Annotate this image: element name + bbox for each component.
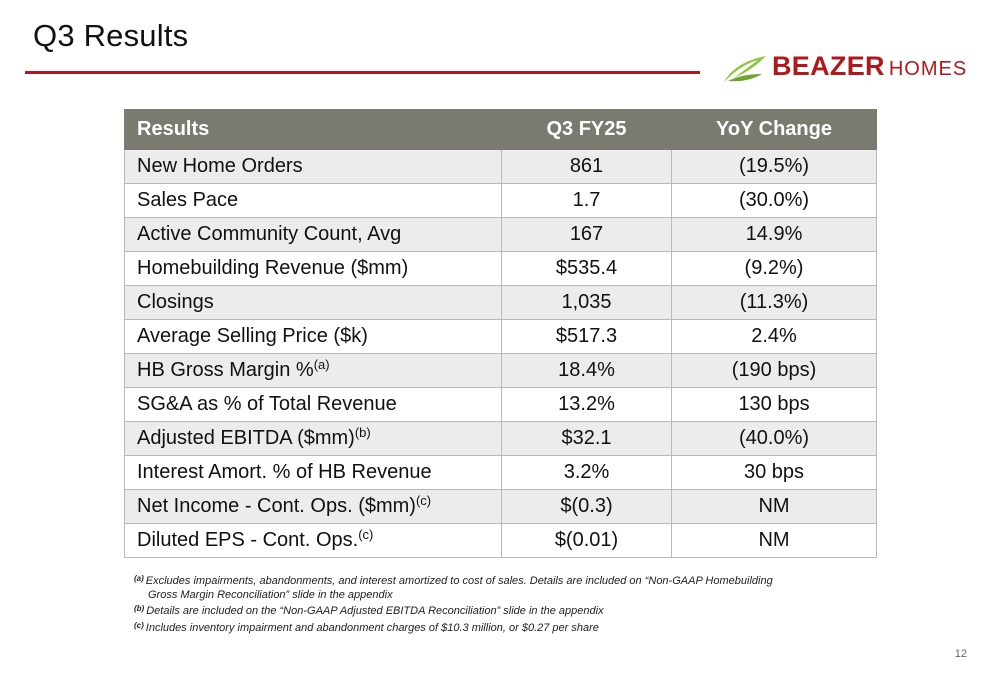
row-yoy-value: (11.3%): [671, 285, 877, 320]
footnote-marker: (b): [354, 425, 371, 440]
table-header-row: Results Q3 FY25 YoY Change: [124, 109, 877, 150]
row-label-text: Diluted EPS - Cont. Ops.: [137, 529, 359, 551]
table-row: Diluted EPS - Cont. Ops.(c) $(0.01) NM: [124, 523, 877, 558]
row-yoy-value: (190 bps): [671, 353, 877, 388]
row-label-text: Active Community Count, Avg: [137, 223, 402, 245]
footnote-text: Includes inventory impairment and abando…: [145, 621, 599, 634]
footnote-marker: (c): [358, 527, 374, 542]
table-row: HB Gross Margin %(a) 18.4% (190 bps): [124, 353, 877, 388]
footnote-mark: (b): [134, 604, 145, 613]
header-yoy-change: YoY Change: [671, 109, 877, 150]
row-label-text: Homebuilding Revenue ($mm): [137, 257, 409, 279]
table-row: Adjusted EBITDA ($mm)(b) $32.1 (40.0%): [124, 421, 877, 456]
row-label-text: Closings: [137, 291, 214, 313]
row-q3-value: $(0.01): [501, 523, 672, 558]
footnote-marker: (c): [415, 493, 432, 508]
row-label: Homebuilding Revenue ($mm): [124, 251, 502, 286]
row-yoy-value: NM: [671, 489, 877, 524]
footnote-marker: (a): [313, 357, 330, 372]
row-q3-value: 3.2%: [501, 455, 672, 490]
row-label: New Home Orders: [124, 149, 502, 184]
row-yoy-value: 30 bps: [671, 455, 877, 490]
row-q3-value: 18.4%: [501, 353, 672, 388]
row-label: Active Community Count, Avg: [124, 217, 502, 252]
row-yoy-value: 130 bps: [671, 387, 877, 422]
header-results: Results: [124, 109, 502, 150]
table-row: Closings 1,035 (11.3%): [124, 285, 877, 320]
footnote: (b) Details are included on the “Non-GAAP…: [134, 602, 894, 619]
row-q3-value: $517.3: [501, 319, 672, 354]
row-label: Average Selling Price ($k): [124, 319, 502, 354]
row-label-text: Average Selling Price ($k): [137, 325, 368, 347]
footnote-mark: (a): [134, 574, 144, 583]
row-label: Closings: [124, 285, 502, 320]
footnote-mark: (c): [134, 620, 144, 630]
row-q3-value: 1,035: [501, 285, 672, 320]
table-row: Average Selling Price ($k) $517.3 2.4%: [124, 319, 877, 354]
footnote-text: Excludes impairments, abandonments, and …: [145, 575, 773, 587]
logo-sub-text: HOMES: [888, 58, 968, 80]
row-yoy-value: (9.2%): [671, 251, 877, 286]
row-label-text: Interest Amort. % of HB Revenue: [137, 461, 432, 483]
row-label: HB Gross Margin %(a): [124, 353, 502, 388]
row-label-text: Net Income - Cont. Ops. ($mm): [137, 495, 416, 517]
row-label-text: Adjusted EBITDA ($mm): [137, 427, 355, 449]
footnotes: (a) Excludes impairments, abandonments, a…: [134, 572, 894, 635]
title-divider: [25, 71, 700, 74]
table-row: Net Income - Cont. Ops. ($mm)(c) $(0.3) NM: [124, 489, 877, 524]
row-label: Sales Pace: [124, 183, 502, 218]
footnote: (c) Includes inventory impairment and aba…: [134, 619, 894, 636]
row-label: Interest Amort. % of HB Revenue: [124, 455, 502, 490]
row-label-text: Sales Pace: [137, 189, 239, 211]
row-label: Adjusted EBITDA ($mm)(b): [124, 421, 502, 456]
row-q3-value: 1.7: [501, 183, 672, 218]
row-label-text: HB Gross Margin %: [137, 359, 314, 381]
table-row: Interest Amort. % of HB Revenue 3.2% 30 bp…: [124, 455, 877, 490]
leaf-icon: [724, 56, 766, 82]
row-q3-value: 13.2%: [501, 387, 672, 422]
row-yoy-value: (30.0%): [671, 183, 877, 218]
row-yoy-value: (19.5%): [671, 149, 877, 184]
footnote-text: Details are included on the “Non-GAAP Ad…: [146, 605, 604, 617]
header-q3-fy25: Q3 FY25: [501, 109, 672, 150]
logo-brand-text: BEAZER: [772, 51, 885, 81]
table-row: New Home Orders 861 (19.5%): [124, 149, 877, 184]
table-row: Sales Pace 1.7 (30.0%): [124, 183, 877, 218]
row-q3-value: $32.1: [501, 421, 672, 456]
beazer-homes-logo: BEAZER HOMES: [722, 50, 982, 86]
table-row: SG&A as % of Total Revenue 13.2% 130 bps: [124, 387, 877, 422]
slide-title: Q3 Results: [33, 18, 189, 53]
row-q3-value: $(0.3): [501, 489, 672, 524]
row-yoy-value: 14.9%: [671, 217, 877, 252]
row-q3-value: 861: [501, 149, 672, 184]
row-q3-value: 167: [501, 217, 672, 252]
page-number: 12: [954, 648, 967, 660]
row-label: Diluted EPS - Cont. Ops.(c): [124, 523, 502, 558]
row-yoy-value: NM: [671, 523, 877, 558]
row-label-text: SG&A as % of Total Revenue: [137, 393, 397, 415]
row-yoy-value: 2.4%: [671, 319, 877, 354]
results-table: Results Q3 FY25 YoY Change New Home Orde…: [124, 109, 877, 558]
table-row: Active Community Count, Avg 167 14.9%: [124, 217, 877, 252]
footnote: (a) Excludes impairments, abandonments, a…: [134, 572, 894, 602]
row-label-text: New Home Orders: [137, 155, 303, 177]
row-yoy-value: (40.0%): [671, 421, 877, 456]
footnote-text-continued: Gross Margin Reconciliation” slide in th…: [148, 588, 393, 601]
row-q3-value: $535.4: [501, 251, 672, 286]
row-label: SG&A as % of Total Revenue: [124, 387, 502, 422]
row-label: Net Income - Cont. Ops. ($mm)(c): [124, 489, 502, 524]
table-row: Homebuilding Revenue ($mm) $535.4 (9.2%): [124, 251, 877, 286]
